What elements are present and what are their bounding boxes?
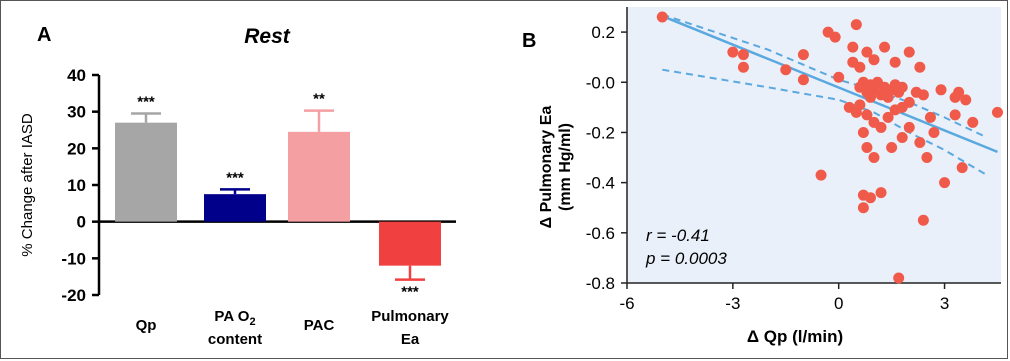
scatter-point [829, 31, 841, 43]
panel-b-x-tick-label: -3 [725, 294, 740, 313]
scatter-point [953, 86, 965, 98]
scatter-point [861, 109, 873, 121]
scatter-point [928, 126, 940, 138]
panel-b-y-tick-label: -0.6 [586, 224, 615, 243]
panel-b-y-tick-label: -0.8 [586, 274, 615, 293]
scatter-point [949, 109, 961, 121]
scatter-point [780, 64, 792, 76]
scatter-point [879, 41, 891, 53]
panel-a-title: Rest [244, 25, 291, 48]
scatter-point [815, 169, 827, 181]
scatter-point [903, 46, 915, 58]
panel-a-ylabel: % Change after IASD [19, 113, 36, 257]
scatter-point [850, 106, 862, 118]
category-label-pulmonary-ea-line2: Ea [401, 331, 420, 348]
panel-a-y-tick-label: 10 [67, 176, 86, 195]
bar-pac [288, 131, 350, 222]
bar-pa-o2-content [204, 194, 266, 222]
panel-a-y-tick-label: 40 [67, 66, 86, 85]
panel-a-y-tick-label: -20 [61, 286, 86, 305]
panel-a-y-tick-label: 20 [67, 139, 86, 158]
regression-line [661, 14, 998, 154]
scatter-point [886, 142, 898, 154]
panel-b-plot-area: -0.8 -0.6 -0.4 -0.2 -0.0 0.2 -6 -3 0 3 [586, 7, 1003, 313]
significance-label-pa-o2-content: *** [226, 169, 244, 186]
significance-label-qp: *** [137, 94, 155, 111]
scatter-point [861, 46, 873, 58]
scatter-point [903, 121, 915, 133]
scatter-point [868, 152, 880, 164]
bar-pulmonary-ea [379, 221, 441, 266]
panel-b-x-tick-label: -6 [619, 294, 634, 313]
scatter-point [727, 46, 739, 58]
panel-b-x-tick-label: 0 [834, 294, 843, 313]
scatter-point [896, 81, 908, 93]
scatter-point [875, 121, 887, 133]
scatter-point [896, 131, 908, 143]
scatter-point [889, 56, 901, 68]
scatter-point [893, 272, 905, 284]
scatter-point [960, 94, 972, 106]
scatter-point [857, 126, 869, 138]
category-label-pa-o2-line2: content [208, 331, 262, 348]
scatter-point [737, 49, 749, 61]
scatter-point [737, 61, 749, 73]
scatter-point [917, 214, 929, 226]
scatter-point [956, 162, 968, 174]
panel-b-label: B [522, 30, 536, 52]
scatter-point [857, 202, 869, 214]
confidence-band-lower [662, 68, 988, 176]
panel-b-y-tick-label: 0.2 [591, 23, 615, 42]
panel-b-xlabel: Δ Qp (l/min) [747, 327, 843, 346]
scatter-point [935, 84, 947, 96]
panel-b-y-tick-label: -0.0 [586, 73, 615, 92]
scatter-point [882, 111, 894, 123]
panel-b-y-tick-label: -0.2 [586, 123, 615, 142]
panel-b-background [627, 7, 1001, 283]
scatter-point [864, 91, 876, 103]
significance-label-pulmonary-ea: *** [401, 284, 419, 301]
scatter-point [991, 106, 1003, 118]
panel-a-label: A [37, 24, 51, 46]
scatter-point [967, 116, 979, 128]
scatter-point [854, 61, 866, 73]
scatter-point [903, 96, 915, 108]
significance-label-pac: ** [313, 91, 325, 108]
scatter-point [833, 71, 845, 83]
panel-b-ylabel-line1: Δ Pulmonary Ea [538, 106, 555, 229]
scatter-point [875, 187, 887, 199]
panel-a-y-tick-label: -10 [61, 249, 86, 268]
scatter-point [656, 11, 668, 23]
scatter-point [797, 74, 809, 86]
scatter-point [797, 49, 809, 61]
panel-b-ylabel-line2: (mm Hg/ml) [557, 123, 574, 211]
scatter-point [861, 142, 873, 154]
panel-b-stat-p: p = 0.0003 [645, 249, 727, 268]
category-label-pac: PAC [304, 317, 335, 334]
panel-a-y-tick-label: 0 [77, 213, 86, 232]
scatter-point [850, 19, 862, 31]
scatter-point [864, 192, 876, 204]
scatter-point [847, 41, 859, 53]
scatter-point [868, 54, 880, 66]
category-label-pa-o2: PA O2 [214, 308, 255, 328]
scatter-point [924, 111, 936, 123]
panel-a-category-labels: Qp PA O2 content PAC Pulmonary Ea [136, 308, 450, 348]
bar-qp [115, 122, 177, 222]
category-label-pulmonary-ea: Pulmonary [371, 308, 449, 325]
scatter-point [914, 136, 926, 148]
panel-b-stat-r: r = -0.41 [646, 226, 710, 245]
scatter-point [917, 89, 929, 101]
panel-b-y-tick-label: -0.4 [586, 174, 615, 193]
category-label-qp: Qp [136, 317, 157, 334]
panel-b-x-tick-label: 3 [940, 294, 949, 313]
confidence-band-upper [661, 13, 988, 139]
scatter-point [939, 177, 951, 189]
panel-a-y-tick-label: 30 [67, 103, 86, 122]
scatter-point [921, 152, 933, 164]
scatter-point [914, 61, 926, 73]
